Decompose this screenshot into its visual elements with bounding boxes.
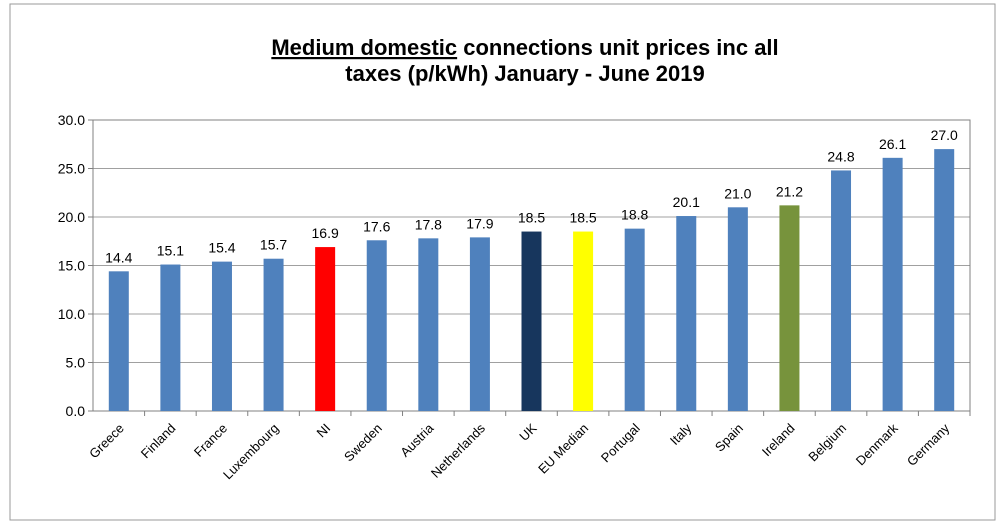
bar [831, 170, 852, 411]
bar [882, 157, 903, 411]
bar [573, 231, 594, 411]
chart-title: Medium domestic connections unit prices … [271, 35, 778, 60]
y-tick-label: 10.0 [58, 306, 85, 322]
value-label: 20.1 [673, 194, 700, 210]
bar [521, 231, 542, 411]
value-label: 17.6 [363, 218, 390, 234]
bar [315, 247, 336, 411]
bar [263, 258, 284, 411]
y-tick-label: 20.0 [58, 209, 85, 225]
y-tick-label: 15.0 [58, 258, 85, 274]
bar [160, 264, 181, 411]
value-label: 21.0 [724, 185, 751, 201]
bar [934, 149, 955, 411]
bar [108, 271, 129, 411]
value-label: 15.4 [208, 240, 235, 256]
bar [366, 240, 387, 411]
y-tick-label: 5.0 [66, 355, 86, 371]
value-label: 17.8 [415, 216, 442, 232]
y-tick-label: 25.0 [58, 161, 85, 177]
title-rest: connections unit prices inc all [457, 35, 779, 60]
value-label: 15.7 [260, 237, 287, 253]
value-label: 15.1 [157, 243, 184, 259]
value-label: 18.5 [518, 210, 545, 226]
y-tick-label: 30.0 [58, 112, 85, 128]
value-label: 16.9 [312, 225, 339, 241]
y-tick-label: 0.0 [66, 403, 86, 419]
value-label: 24.8 [827, 148, 854, 164]
value-label: 18.8 [621, 207, 648, 223]
bar [727, 207, 748, 411]
bar [469, 237, 490, 411]
value-label: 17.9 [466, 215, 493, 231]
chart-title: taxes (p/kWh) January - June 2019 [345, 61, 704, 86]
bar [624, 228, 645, 411]
bar [418, 238, 439, 411]
bar [211, 261, 232, 411]
value-label: 21.2 [776, 183, 803, 199]
value-label: 18.5 [569, 210, 596, 226]
chart-frame [9, 3, 996, 521]
bar [779, 205, 800, 411]
value-label: 27.0 [931, 127, 958, 143]
bar [676, 216, 697, 411]
title-underlined: Medium domestic [271, 35, 457, 60]
value-label: 26.1 [879, 136, 906, 152]
value-label: 14.4 [105, 249, 132, 265]
